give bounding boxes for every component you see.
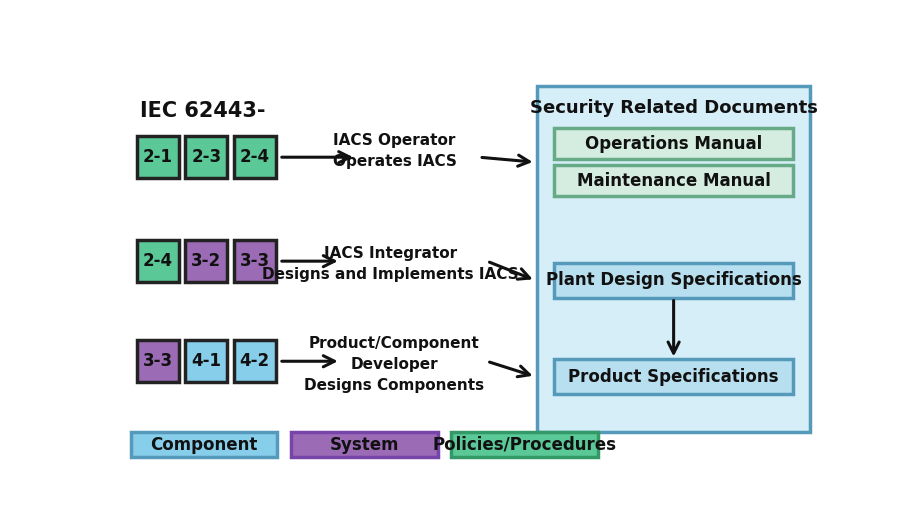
FancyBboxPatch shape — [291, 432, 437, 457]
FancyBboxPatch shape — [185, 136, 227, 178]
Text: 2-4: 2-4 — [142, 252, 173, 270]
Text: Component: Component — [151, 436, 257, 454]
Text: 4-2: 4-2 — [240, 352, 269, 370]
Text: 3-2: 3-2 — [191, 252, 221, 270]
Text: Maintenance Manual: Maintenance Manual — [576, 172, 770, 190]
Text: 3-3: 3-3 — [142, 352, 173, 370]
Text: 2-3: 2-3 — [191, 148, 221, 166]
Text: Operations Manual: Operations Manual — [584, 135, 762, 152]
FancyBboxPatch shape — [233, 136, 276, 178]
Text: Policies/Procedures: Policies/Procedures — [432, 436, 616, 454]
FancyBboxPatch shape — [185, 340, 227, 383]
Text: Product Specifications: Product Specifications — [568, 368, 778, 386]
FancyBboxPatch shape — [553, 263, 792, 298]
FancyBboxPatch shape — [131, 432, 278, 457]
FancyBboxPatch shape — [233, 340, 276, 383]
FancyBboxPatch shape — [451, 432, 597, 457]
FancyBboxPatch shape — [553, 128, 792, 159]
FancyBboxPatch shape — [553, 359, 792, 394]
Text: Security Related Documents: Security Related Documents — [529, 99, 817, 116]
FancyBboxPatch shape — [185, 240, 227, 282]
Text: 4-1: 4-1 — [191, 352, 221, 370]
Text: System: System — [329, 436, 399, 454]
FancyBboxPatch shape — [553, 165, 792, 196]
FancyBboxPatch shape — [136, 240, 178, 282]
Text: IACS Operator
Operates IACS: IACS Operator Operates IACS — [332, 133, 456, 169]
Text: 2-1: 2-1 — [142, 148, 173, 166]
Text: IACS Integrator
Designs and Implements IACS: IACS Integrator Designs and Implements I… — [262, 246, 518, 282]
Text: 2-4: 2-4 — [240, 148, 269, 166]
Text: 3-3: 3-3 — [240, 252, 269, 270]
Text: Plant Design Specifications: Plant Design Specifications — [545, 271, 800, 289]
FancyBboxPatch shape — [233, 240, 276, 282]
FancyBboxPatch shape — [537, 86, 810, 432]
Text: Product/Component
Developer
Designs Components: Product/Component Developer Designs Comp… — [304, 336, 484, 393]
FancyBboxPatch shape — [136, 136, 178, 178]
Text: IEC 62443-: IEC 62443- — [141, 101, 266, 121]
FancyBboxPatch shape — [136, 340, 178, 383]
